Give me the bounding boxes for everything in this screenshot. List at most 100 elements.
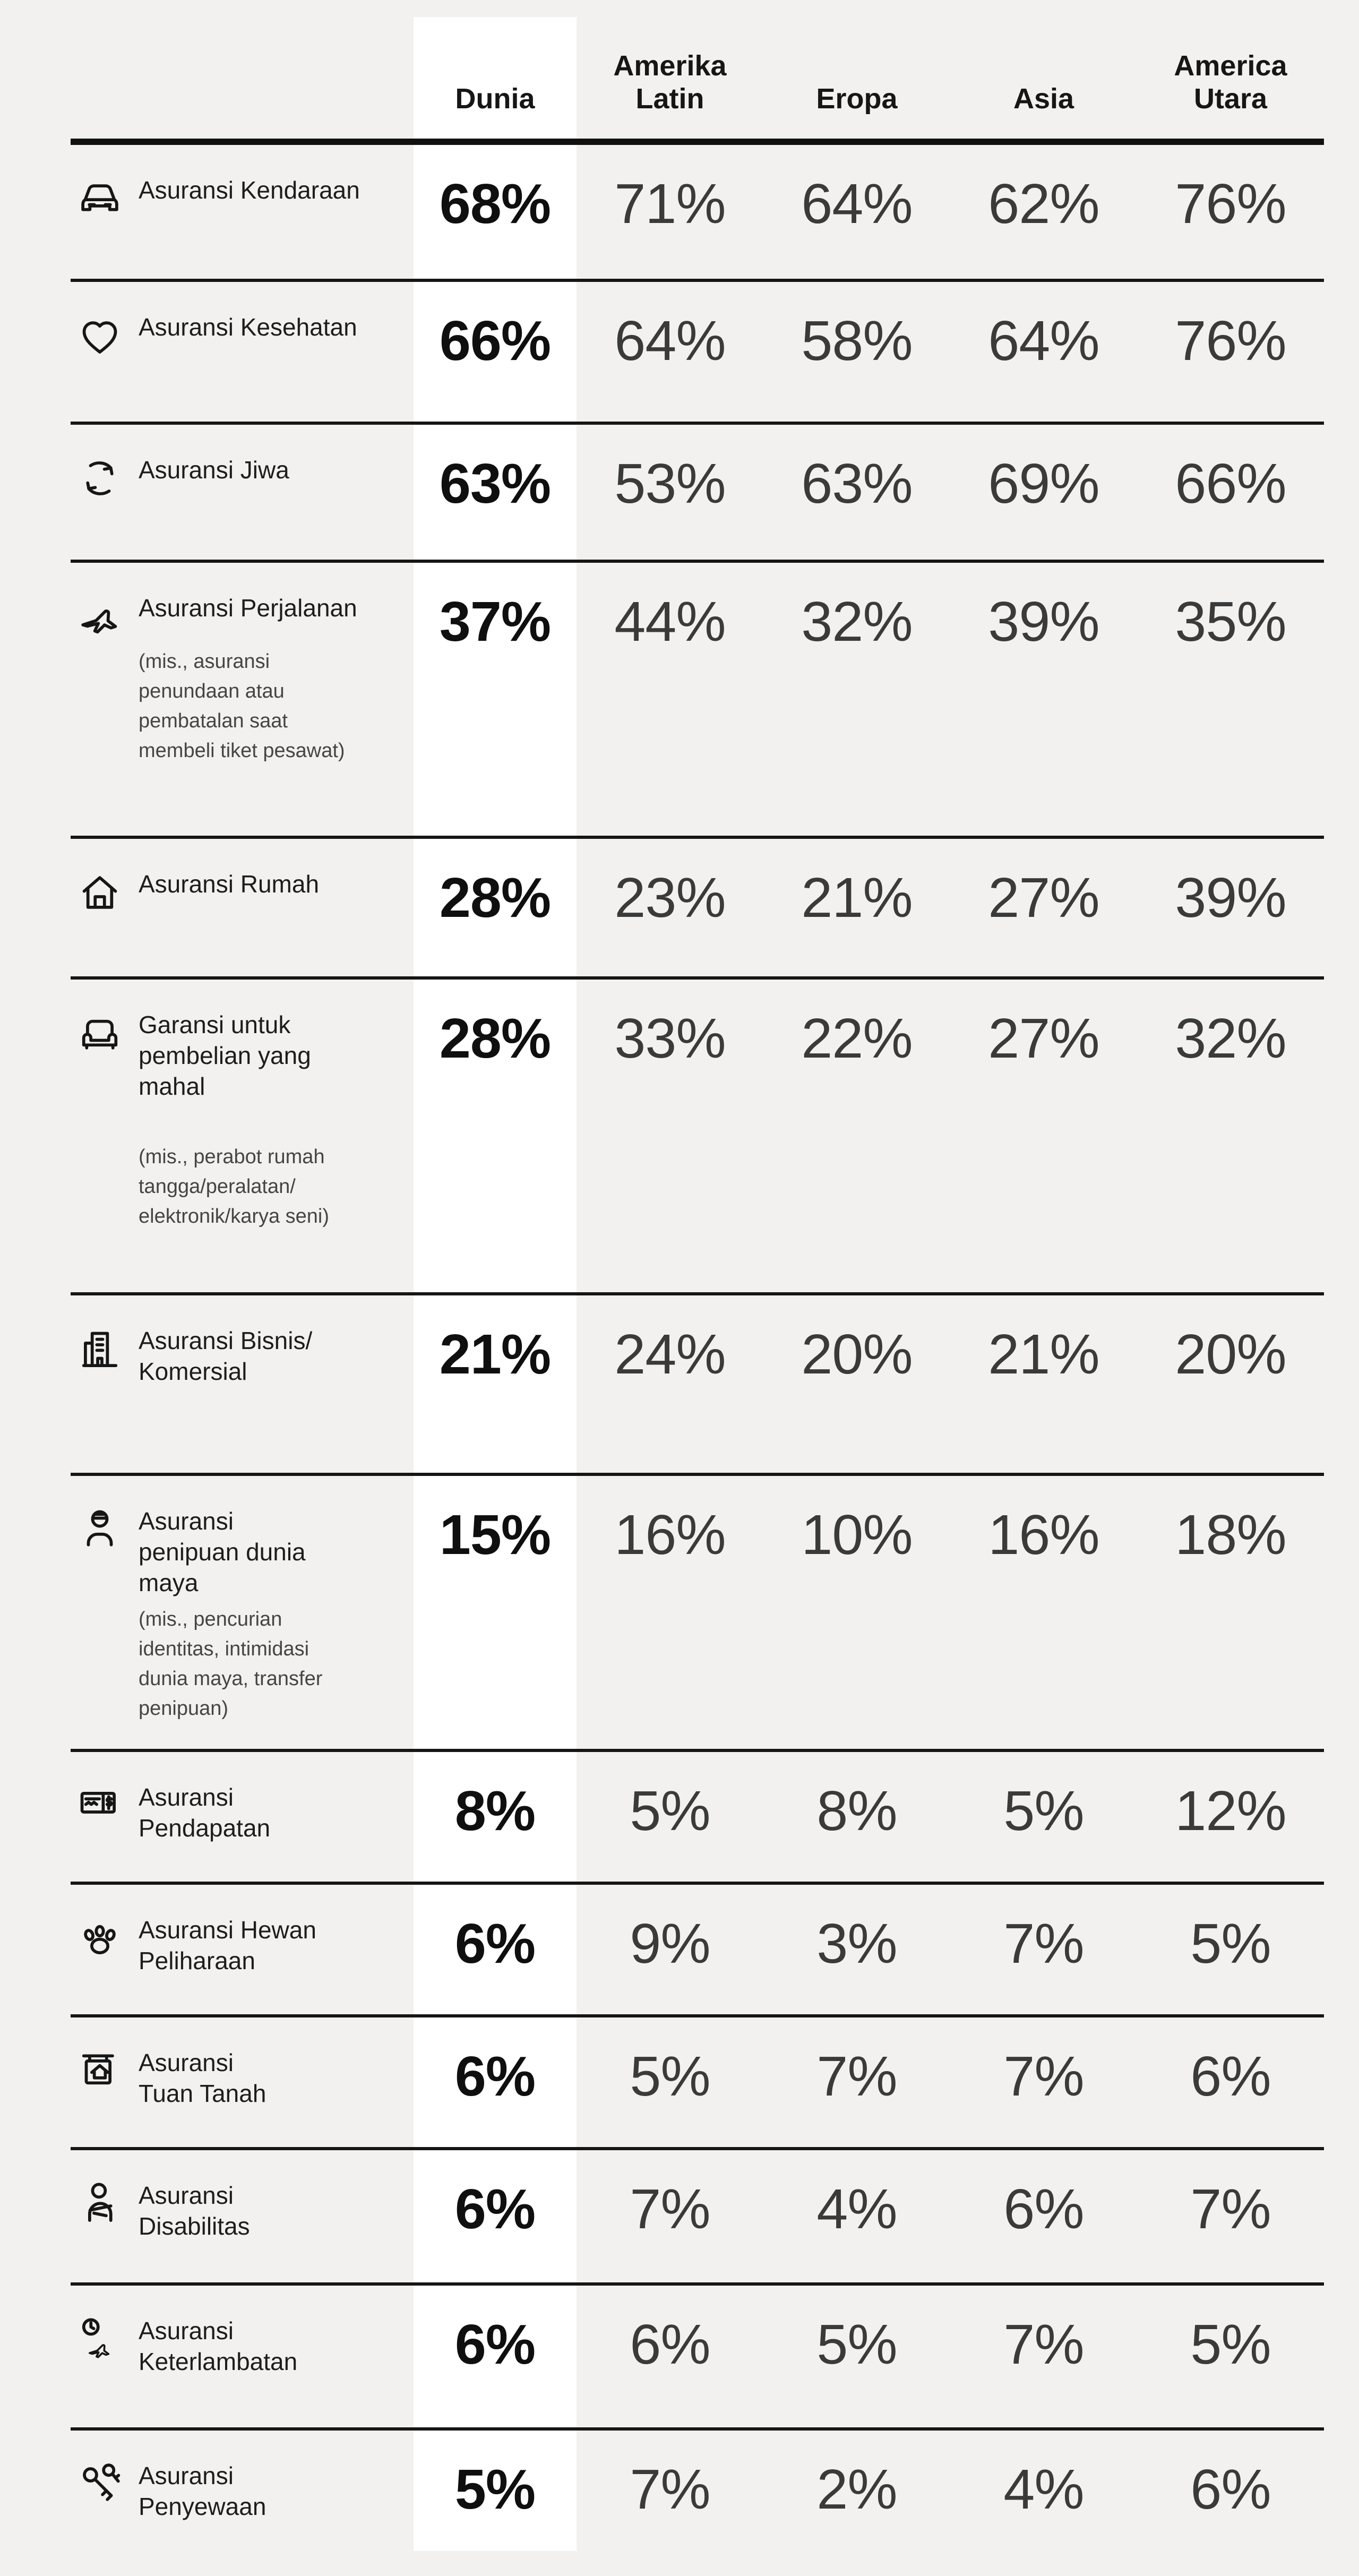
value-dunia: 28% <box>439 1007 551 1070</box>
value-america-utara: 7% <box>1190 2178 1271 2240</box>
highlight-column-background <box>414 17 577 2551</box>
row-label-cell: Asuransi Disabilitas <box>71 2150 414 2282</box>
row-label-cell: Garansi untuk pembelian yang mahal (mis.… <box>71 980 414 1292</box>
row-label-text: Asuransi Bisnis/ Komersial <box>139 1325 312 1387</box>
row-label-text: Asuransi Penyewaan <box>139 2460 266 2522</box>
value-asia: 5% <box>1003 1780 1084 1842</box>
value-america-utara: 76% <box>1175 310 1286 372</box>
value-eropa: 22% <box>801 1007 913 1070</box>
row-label-cell: Asuransi Bisnis/ Komersial <box>71 1295 414 1473</box>
table-row-garansi: Garansi untuk pembelian yang mahal (mis.… <box>71 980 1324 1295</box>
row-label: Asuransi Bisnis/ Komersial <box>139 1327 313 1385</box>
value-asia: 69% <box>988 452 1099 515</box>
table-header: Dunia Amerika Latin Eropa Asia America U… <box>71 0 1324 145</box>
value-dunia: 6% <box>454 2045 536 2108</box>
clock-airplane-icon <box>73 2312 127 2366</box>
airplane-icon <box>73 589 127 643</box>
row-label-text: Asuransi Perjalanan (mis., asuransi penu… <box>139 593 357 766</box>
value-dunia: 15% <box>439 1504 551 1566</box>
value-america-utara: 66% <box>1175 452 1286 515</box>
value-amerika-latin: 7% <box>630 2458 710 2521</box>
row-label-cell: Asuransi Keterlambatan <box>71 2286 414 2427</box>
column-header-eropa: Eropa <box>816 82 898 115</box>
row-label-text: Asuransi Kendaraan <box>139 175 360 205</box>
value-amerika-latin: 23% <box>614 866 726 929</box>
value-eropa: 5% <box>816 2313 897 2376</box>
value-amerika-latin: 5% <box>630 1780 710 1842</box>
value-america-utara: 5% <box>1190 2313 1271 2376</box>
value-eropa: 2% <box>816 2458 897 2521</box>
row-label-cell: Asuransi Kesehatan <box>71 282 414 422</box>
row-label: Asuransi Rumah <box>139 870 320 898</box>
table-row-pendapatan: Asuransi Pendapatan 8% 5% 8% 5% 12% <box>71 1752 1324 1885</box>
value-eropa: 58% <box>801 310 913 372</box>
row-label: Asuransi Tuan Tanah <box>139 2049 266 2107</box>
row-label: Asuransi Jiwa <box>139 456 289 484</box>
value-amerika-latin: 71% <box>614 173 726 235</box>
value-america-utara: 12% <box>1175 1780 1286 1842</box>
row-label-text: Asuransi Jiwa <box>139 454 289 485</box>
row-label-cell: Asuransi Hewan Peliharaan <box>71 1885 414 2014</box>
value-dunia: 68% <box>439 173 551 235</box>
table-row-tuan-tanah: Asuransi Tuan Tanah 6% 5% 7% 7% 6% <box>71 2017 1324 2150</box>
value-dunia: 63% <box>439 452 551 515</box>
house-icon <box>73 865 127 920</box>
row-label: Asuransi Kendaraan <box>139 176 360 204</box>
value-amerika-latin: 7% <box>630 2178 710 2240</box>
row-label-text: Asuransi penipuan dunia maya (mis., penc… <box>139 1506 322 1723</box>
row-label: Asuransi penipuan dunia maya <box>139 1507 306 1596</box>
value-america-utara: 39% <box>1175 866 1286 929</box>
row-label: Asuransi Keterlambatan <box>139 2317 298 2375</box>
value-asia: 62% <box>988 173 1099 235</box>
value-america-utara: 32% <box>1175 1007 1286 1070</box>
value-america-utara: 18% <box>1175 1504 1286 1566</box>
row-label-text: Asuransi Rumah <box>139 869 319 899</box>
value-amerika-latin: 9% <box>630 1912 710 1975</box>
table-row-bisnis: Asuransi Bisnis/ Komersial 21% 24% 20% 2… <box>71 1295 1324 1476</box>
keys-icon <box>73 2457 127 2511</box>
row-label: Asuransi Kesehatan <box>139 313 357 341</box>
column-header-america-utara: America Utara <box>1174 49 1287 115</box>
value-dunia: 28% <box>439 866 551 929</box>
value-amerika-latin: 5% <box>630 2045 710 2108</box>
insurance-table: Dunia Amerika Latin Eropa Asia America U… <box>71 0 1324 2576</box>
value-asia: 7% <box>1003 1912 1084 1975</box>
value-dunia: 66% <box>439 310 551 372</box>
row-label-text: Asuransi Pendapatan <box>139 1782 270 1843</box>
value-eropa: 3% <box>816 1912 897 1975</box>
row-label-cell: Asuransi Rumah <box>71 839 414 976</box>
value-dunia: 5% <box>454 2458 536 2521</box>
value-dunia: 6% <box>454 2313 536 2376</box>
row-label-cell: Asuransi Pendapatan <box>71 1752 414 1882</box>
value-amerika-latin: 44% <box>614 590 726 653</box>
row-label: Asuransi Perjalanan <box>139 594 357 622</box>
row-label-text: Garansi untuk pembelian yang mahal (mis.… <box>139 1009 329 1231</box>
value-amerika-latin: 16% <box>614 1504 726 1566</box>
row-label: Garansi untuk pembelian yang mahal <box>139 1011 311 1100</box>
row-label-text: Asuransi Tuan Tanah <box>139 2047 266 2109</box>
value-dunia: 6% <box>454 2178 536 2240</box>
table-row-hewan-peliharaan: Asuransi Hewan Peliharaan 6% 9% 3% 7% 5% <box>71 1885 1324 2017</box>
row-note: (mis., perabot rumah tangga/peralatan/ e… <box>139 1146 330 1227</box>
value-dunia: 21% <box>439 1323 551 1386</box>
table-row-penipuan-dunia-maya: Asuransi penipuan dunia maya (mis., penc… <box>71 1476 1324 1752</box>
value-dunia: 8% <box>454 1780 536 1842</box>
row-label-text: Asuransi Kesehatan <box>139 312 357 342</box>
value-asia: 7% <box>1003 2045 1084 2108</box>
paw-icon <box>73 1911 127 1965</box>
value-amerika-latin: 24% <box>614 1323 726 1386</box>
table-row-rumah: Asuransi Rumah 28% 23% 21% 27% 39% <box>71 839 1324 980</box>
value-asia: 27% <box>988 866 1099 929</box>
value-asia: 21% <box>988 1323 1099 1386</box>
building-icon <box>73 1322 127 1376</box>
value-eropa: 32% <box>801 590 913 653</box>
arm-sling-icon <box>73 2177 127 2231</box>
row-label-cell: Asuransi Penyewaan <box>71 2431 414 2576</box>
column-header-amerika-latin: Amerika Latin <box>613 49 727 115</box>
landlord-sign-icon <box>73 2044 127 2098</box>
row-label-text: Asuransi Keterlambatan <box>139 2315 297 2377</box>
value-eropa: 4% <box>816 2178 897 2240</box>
table-row-perjalanan: Asuransi Perjalanan (mis., asuransi penu… <box>71 563 1324 839</box>
row-note: (mis., asuransi penundaan atau pembatala… <box>139 650 345 762</box>
